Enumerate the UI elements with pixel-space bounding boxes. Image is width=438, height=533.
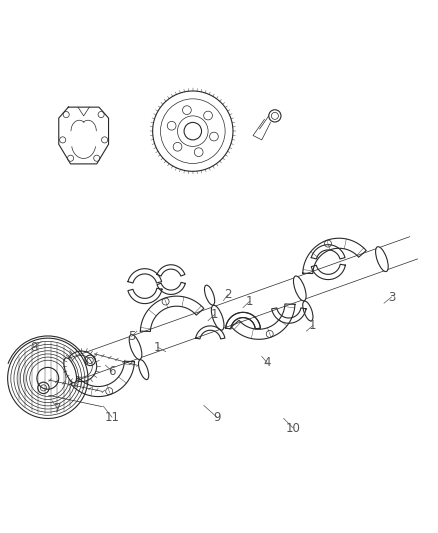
Ellipse shape <box>64 358 77 383</box>
Text: 9: 9 <box>213 410 221 424</box>
Text: 5: 5 <box>128 330 135 343</box>
Text: 11: 11 <box>105 410 120 424</box>
Ellipse shape <box>376 247 388 272</box>
Text: 2: 2 <box>224 288 231 301</box>
Text: 8: 8 <box>30 341 37 354</box>
Text: 6: 6 <box>108 365 116 378</box>
Ellipse shape <box>205 285 215 305</box>
Ellipse shape <box>303 301 313 321</box>
Text: 10: 10 <box>286 422 300 434</box>
Ellipse shape <box>293 276 306 301</box>
Ellipse shape <box>138 360 149 379</box>
Text: 1: 1 <box>246 295 253 308</box>
Text: 4: 4 <box>263 356 271 369</box>
Ellipse shape <box>129 335 142 359</box>
Text: 1: 1 <box>154 341 162 354</box>
Text: 1: 1 <box>309 319 317 332</box>
Text: 3: 3 <box>388 290 395 304</box>
Ellipse shape <box>212 305 224 330</box>
Text: 7: 7 <box>54 402 61 415</box>
Text: 1: 1 <box>211 308 219 321</box>
